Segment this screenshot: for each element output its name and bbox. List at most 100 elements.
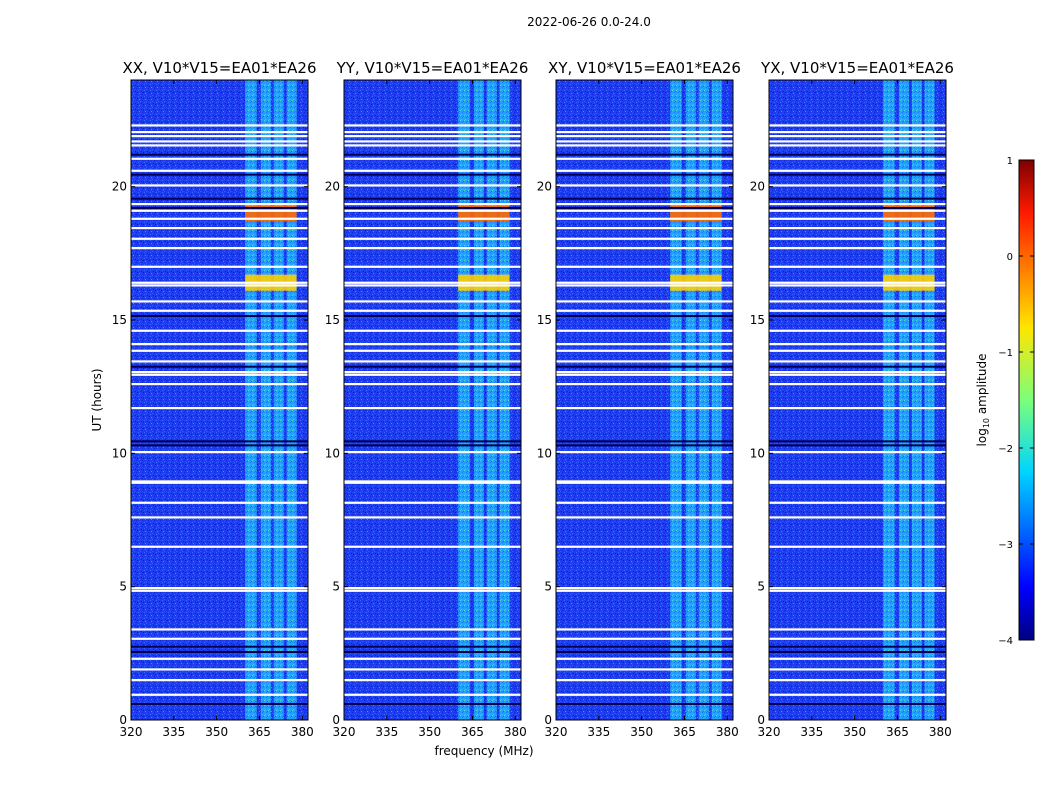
x-tick-label: 380: [716, 725, 739, 739]
flagged-row: [344, 300, 521, 303]
flagged-row: [769, 668, 946, 671]
flagged-row: [131, 628, 308, 631]
flagged-row: [556, 516, 733, 519]
y-tick-label: 0: [332, 713, 340, 727]
flagged-row: [556, 140, 733, 143]
y-tick-label: 10: [325, 446, 340, 460]
dark-row: [769, 173, 946, 176]
flagged-row: [769, 131, 946, 134]
rfi-subband: [711, 80, 722, 720]
flagged-row: [556, 131, 733, 134]
flagged-row: [556, 637, 733, 640]
panel-2: YY, V10*V15=EA01*EA26 320 335 350 365 380 0 5 10…: [325, 59, 529, 739]
rfi-subband: [911, 80, 922, 720]
dark-row: [556, 444, 733, 447]
dark-row: [556, 651, 733, 653]
flagged-row: [131, 131, 308, 134]
x-tick-label: 365: [886, 725, 909, 739]
colorbar-tick-label: −3: [998, 540, 1013, 551]
dark-row: [556, 440, 733, 443]
x-tick-label: 320: [333, 725, 356, 739]
flagged-row: [769, 451, 946, 454]
flagged-row: [344, 480, 521, 483]
y-tick-label: 15: [325, 313, 340, 327]
y-axis-label: UT (hours): [90, 368, 104, 431]
flagged-row: [556, 157, 733, 160]
flagged-row: [769, 237, 946, 240]
x-tick-label: 320: [120, 725, 143, 739]
flagged-row: [344, 284, 521, 287]
flagged-row: [131, 657, 308, 660]
x-tick-label: 335: [587, 725, 610, 739]
rfi-subband: [898, 80, 909, 720]
colorbar-tick-label: 0: [1007, 252, 1013, 263]
flagged-row: [769, 281, 946, 284]
y-tick-label: 10: [750, 446, 765, 460]
flagged-row: [344, 309, 521, 312]
flagged-row: [769, 135, 946, 138]
flagged-row: [131, 124, 308, 127]
flagged-row: [769, 144, 946, 147]
x-tick-label: 380: [291, 725, 314, 739]
dark-row: [556, 703, 733, 705]
flagged-row: [344, 383, 521, 386]
flagged-row: [769, 587, 946, 590]
flagged-row: [556, 360, 733, 363]
flagged-row: [131, 265, 308, 268]
flagged-row: [769, 657, 946, 660]
flagged-row: [131, 284, 308, 287]
flagged-row: [344, 227, 521, 230]
y-tick-label: 10: [537, 446, 552, 460]
flagged-row: [769, 383, 946, 386]
flagged-row: [131, 481, 308, 484]
flagged-row: [131, 407, 308, 410]
panel-title: YX, V10*V15=EA01*EA26: [760, 59, 954, 77]
flagged-row: [344, 451, 521, 454]
y-tick-label: 0: [757, 713, 765, 727]
flagged-row: [131, 587, 308, 590]
dark-row: [344, 703, 521, 705]
flagged-row: [131, 373, 308, 376]
panel-frame: [130, 79, 309, 721]
dark-row: [556, 197, 733, 200]
flagged-row: [344, 329, 521, 332]
y-tick-label: 0: [544, 713, 552, 727]
flagged-row: [769, 407, 946, 410]
panel-frame: [555, 79, 734, 721]
x-tick-label: 335: [375, 725, 398, 739]
flagged-row: [131, 227, 308, 230]
dark-row: [769, 197, 946, 200]
y-tick-label: 20: [537, 180, 552, 194]
flagged-row: [769, 360, 946, 363]
rfi-subband: [883, 80, 895, 720]
colorbar-label-suffix: amplitude: [975, 354, 989, 418]
flagged-row: [769, 545, 946, 548]
flagged-row: [344, 140, 521, 143]
y-tick-label: 15: [112, 313, 127, 327]
x-tick-label: 350: [843, 725, 866, 739]
dark-row: [131, 207, 308, 209]
dark-row: [344, 153, 521, 156]
flagged-row: [556, 300, 733, 303]
x-tick-label: 350: [418, 725, 441, 739]
dark-row: [131, 444, 308, 447]
colorbar-tick-label: −2: [998, 444, 1013, 455]
rfi-subband: [273, 80, 284, 720]
flagged-row: [344, 693, 521, 696]
y-tick-label: 20: [112, 180, 127, 194]
y-tick-label: 5: [757, 580, 765, 594]
flagged-row: [769, 184, 946, 187]
flagged-row: [344, 371, 521, 374]
flagged-row: [131, 343, 308, 346]
flagged-row: [131, 281, 308, 284]
panel-1: XX, V10*V15=EA01*EA26 320 335 350 365 380 0 5 10…: [112, 59, 317, 739]
flagged-row: [344, 481, 521, 484]
flagged-row: [556, 373, 733, 376]
flagged-row: [131, 169, 308, 172]
dark-row: [769, 645, 946, 648]
flagged-row: [131, 637, 308, 640]
flagged-row: [131, 693, 308, 696]
flagged-row: [131, 237, 308, 240]
flagged-row: [556, 227, 733, 230]
dark-row: [769, 153, 946, 156]
